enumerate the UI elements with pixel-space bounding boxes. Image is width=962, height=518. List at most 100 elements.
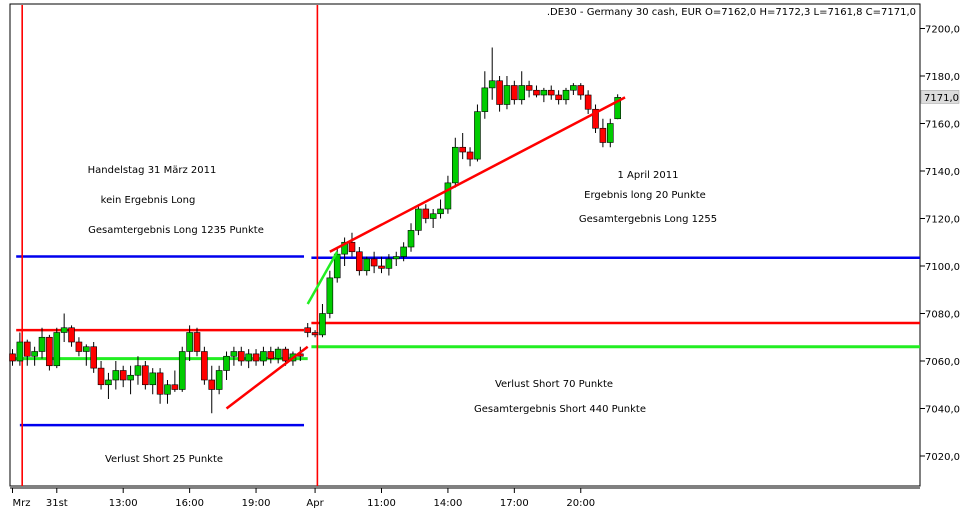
candle-body <box>193 332 201 352</box>
candle <box>466 147 474 167</box>
candle-body <box>392 256 400 260</box>
time-tick-label: 14:00 <box>434 498 463 509</box>
candle <box>496 76 503 112</box>
candles <box>9 47 621 414</box>
time-tick-label: Mrz <box>13 498 31 509</box>
candle-body <box>282 348 289 362</box>
candle-body <box>437 208 444 215</box>
candle <box>97 361 105 390</box>
chart-header: .DE30 - Germany 30 cash, EUR O=7162,0 H=… <box>547 7 916 18</box>
candle <box>385 254 393 276</box>
candle <box>245 349 252 369</box>
candle <box>171 370 179 392</box>
time-tick-label: 17:00 <box>500 498 529 509</box>
candle-body <box>274 348 282 359</box>
candle-body <box>503 85 511 105</box>
price-marker-label: 7171,0 <box>924 93 959 104</box>
plot-frame <box>9 3 921 487</box>
candle <box>533 85 540 98</box>
candle <box>75 337 83 357</box>
candle <box>208 365 216 414</box>
candle-body <box>415 208 422 231</box>
candle <box>525 80 533 98</box>
note-day1-title: Handelstag 31 März 2011 <box>88 165 217 176</box>
time-tick-label: Apr <box>306 498 324 509</box>
candle <box>237 346 245 366</box>
candle <box>119 365 127 388</box>
candle <box>9 349 16 366</box>
candle-body <box>245 353 252 362</box>
candle-body <box>208 379 216 390</box>
candle-body <box>119 370 127 381</box>
candle-body <box>385 258 393 269</box>
candle-body <box>90 346 97 369</box>
candle-body <box>341 241 348 255</box>
price-marker: 7171,0 <box>920 90 960 104</box>
price-marker-box <box>920 90 960 104</box>
candle <box>488 47 496 100</box>
candle <box>252 349 260 366</box>
candle-body <box>186 332 193 352</box>
candle <box>149 368 157 395</box>
trend-line-red <box>225 345 309 410</box>
candle-body <box>60 327 68 333</box>
candle <box>90 342 97 373</box>
candle-body <box>31 351 38 357</box>
candle <box>415 204 422 236</box>
candle-body <box>105 379 112 386</box>
candle <box>562 87 570 105</box>
candle-body <box>451 146 459 184</box>
note-day2-total-short: Gesamtergebnis Short 440 Punkte <box>474 404 646 415</box>
candle <box>444 175 452 214</box>
candle <box>53 327 61 369</box>
candle <box>68 325 75 347</box>
candle <box>38 327 46 359</box>
candle-body <box>525 85 533 91</box>
candle-body <box>348 241 356 253</box>
candle <box>570 83 577 95</box>
candle <box>451 137 459 188</box>
time-tick-label: 19:00 <box>242 498 271 509</box>
candle <box>503 76 511 110</box>
candle <box>215 365 223 395</box>
price-tick-label: 7140,0 <box>925 167 960 178</box>
candle-body <box>570 85 577 91</box>
candle <box>201 346 208 385</box>
candle-body <box>592 108 599 129</box>
candle <box>223 351 230 380</box>
candle-body <box>466 151 474 160</box>
annotations-day1: Handelstag 31 März 2011 kein Ergebnis Lo… <box>88 165 264 465</box>
candle <box>348 232 356 257</box>
candle-body <box>142 365 149 386</box>
horizontal-level-lines <box>12 255 920 427</box>
candle-body <box>149 372 157 386</box>
candle <box>304 323 312 338</box>
candle <box>31 346 38 366</box>
candle-body <box>201 351 208 381</box>
candle-body <box>97 367 105 386</box>
candle <box>46 334 53 371</box>
candle <box>356 247 363 276</box>
time-tick-label: 31st <box>46 498 68 509</box>
candle <box>555 90 562 105</box>
candle <box>142 361 149 390</box>
candle <box>127 365 134 395</box>
trend-lines <box>225 96 626 410</box>
candle <box>584 90 592 114</box>
candle-body <box>267 351 275 359</box>
candle <box>481 71 489 119</box>
price-axis: 7200,0 7180,0 7160,0 7140,0 7120,0 7100,0 7080… <box>920 25 960 463</box>
time-tick-label: 20:00 <box>566 498 595 509</box>
candle <box>230 346 238 366</box>
candle <box>437 199 444 219</box>
candle-body <box>474 111 481 160</box>
price-tick-label: 7080,0 <box>925 310 960 321</box>
candle-body <box>599 127 607 143</box>
note-day2-long: Ergebnis long 20 Punkte <box>584 190 706 201</box>
price-tick-label: 7200,0 <box>925 25 960 36</box>
candle-body <box>540 89 548 96</box>
candle <box>16 332 24 366</box>
candle-body <box>356 251 363 272</box>
price-tick-label: 7020,0 <box>925 452 960 463</box>
